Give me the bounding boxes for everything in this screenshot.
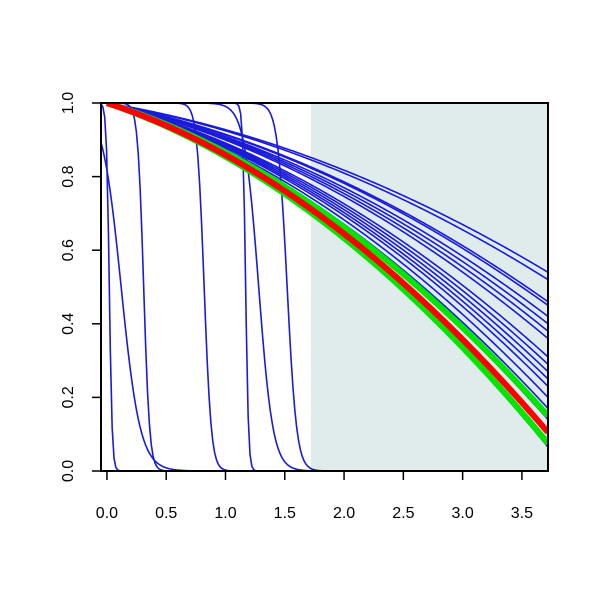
y-tick-label: 0.8 [60,165,77,187]
series-group [101,103,548,471]
x-tick-label: 2.0 [333,505,355,522]
series-line-red-26 [105,103,548,435]
plot-frame [100,102,549,472]
plot-background [310,103,548,471]
x-tick-label: 2.5 [392,505,414,522]
x-tick-label: 3.5 [511,505,533,522]
shaded-region [310,103,548,471]
series-line-blue-14 [106,103,548,340]
y-tick-label: 1.0 [60,92,77,114]
series-line-blue-8 [106,103,548,281]
y-tick-label: 0.4 [60,313,77,335]
x-tick-label: 3.0 [452,505,474,522]
y-tick-label: 0.6 [60,239,77,261]
x-tick-label: 0.5 [155,505,177,522]
series-line-blue-10 [106,103,548,307]
series-line-blue-1 [101,142,548,471]
axes-group: 0.0 0.5 1.0 1.5 2.0 2.5 3.0 3.5 0.0 0.2 0.4 0.6 0.8 1… [60,92,549,522]
x-tick-label: 1.0 [214,505,236,522]
x-tick-label: 0.0 [96,505,118,522]
x-tick-label: 1.5 [274,505,296,522]
y-tick-label: 0.2 [60,386,77,408]
y-tick-label: 0.0 [60,460,77,482]
